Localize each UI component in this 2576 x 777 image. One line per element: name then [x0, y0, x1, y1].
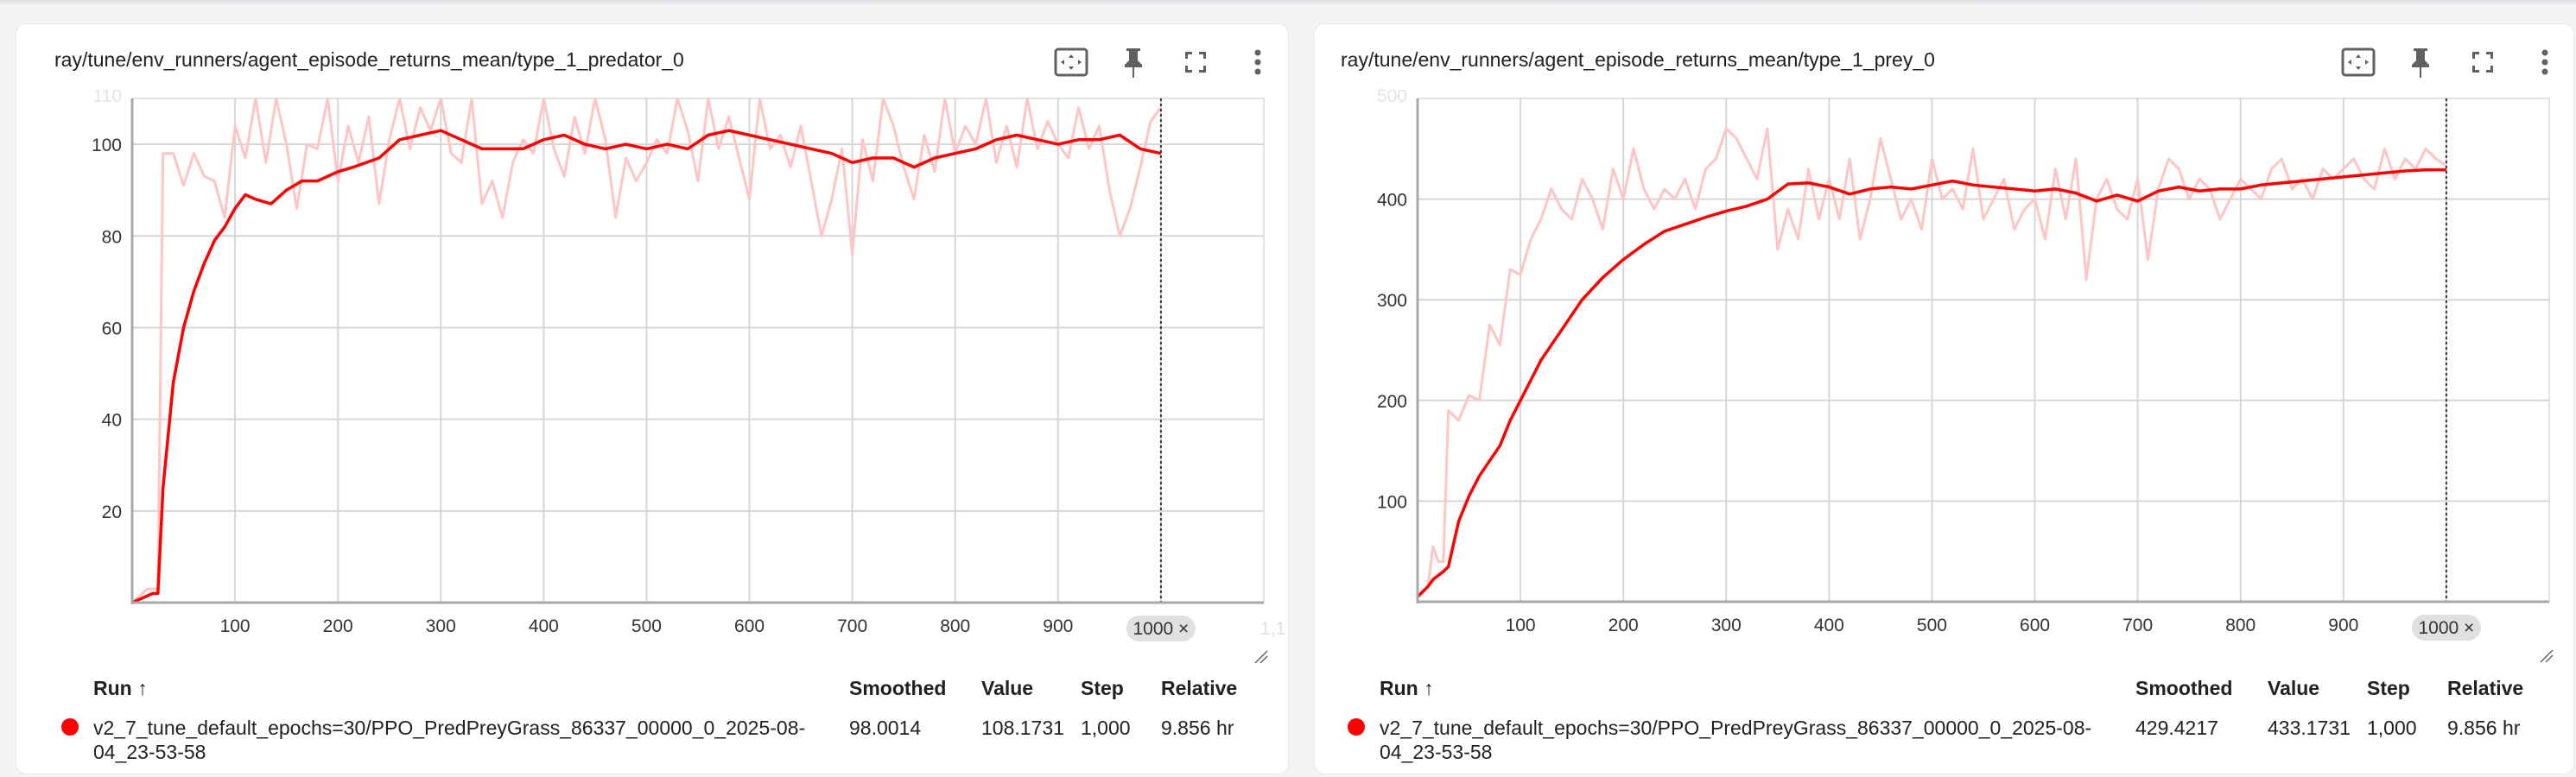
svg-text:100: 100 — [220, 616, 251, 636]
column-header-step[interactable]: Step — [2367, 677, 2410, 699]
svg-text:400: 400 — [1377, 191, 1407, 211]
fit-domain-icon — [2341, 47, 2376, 77]
svg-text:100: 100 — [1506, 616, 1536, 635]
card-title: ray/tune/env_runners/agent_episode_retur… — [54, 48, 684, 71]
svg-text:800: 800 — [2225, 616, 2256, 635]
svg-text:200: 200 — [1377, 392, 1407, 412]
svg-text:40: 40 — [102, 411, 122, 431]
raw-value: 108.1731 — [981, 717, 1064, 739]
more-vert-icon — [2541, 49, 2548, 75]
step-value: 1,000 — [1081, 717, 1131, 739]
svg-text:500: 500 — [1377, 86, 1407, 106]
column-header-smoothed[interactable]: Smoothed — [849, 677, 947, 699]
run-table: Run ↑ Smoothed Value Step Relative v2_7_… — [1315, 656, 2573, 777]
svg-text:600: 600 — [734, 616, 765, 636]
svg-text:800: 800 — [940, 616, 970, 636]
column-header-value[interactable]: Value — [981, 677, 1034, 699]
fit-domain-button[interactable] — [1040, 45, 1102, 79]
pin-icon — [2412, 48, 2429, 78]
column-header-step[interactable]: Step — [1081, 677, 1124, 699]
fullscreen-button[interactable] — [2452, 45, 2514, 79]
raw-value: 433.1731 — [2268, 717, 2351, 739]
fit-domain-icon — [1054, 47, 1088, 77]
svg-text:500: 500 — [631, 616, 662, 636]
relative-value: 9.856 hr — [2447, 717, 2521, 739]
svg-text:1,1: 1,1 — [1260, 619, 1285, 639]
column-header-run[interactable]: Run ↑ — [93, 677, 148, 699]
smoothed-value: 429.4217 — [2135, 717, 2218, 739]
column-header-smoothed[interactable]: Smoothed — [2135, 677, 2233, 699]
svg-text:300: 300 — [426, 616, 456, 636]
svg-text:500: 500 — [1917, 616, 1947, 635]
svg-text:60: 60 — [102, 319, 122, 338]
svg-text:1000 ×: 1000 × — [1133, 619, 1189, 639]
more-button[interactable] — [2514, 45, 2576, 79]
svg-text:100: 100 — [1377, 492, 1407, 512]
svg-text:200: 200 — [323, 616, 353, 636]
pin-icon — [1125, 48, 1142, 78]
top-shadow — [0, 0, 2576, 5]
svg-text:900: 900 — [2328, 616, 2358, 635]
relative-value: 9.856 hr — [1161, 717, 1234, 739]
fullscreen-icon — [2472, 52, 2493, 73]
svg-text:110: 110 — [93, 86, 122, 106]
step-value: 1,000 — [2367, 717, 2417, 739]
svg-text:20: 20 — [102, 502, 122, 522]
svg-text:400: 400 — [529, 616, 559, 636]
column-header-run[interactable]: Run ↑ — [1380, 677, 1434, 699]
run-table: Run ↑ Smoothed Value Step Relative v2_7_… — [16, 656, 1288, 777]
svg-text:300: 300 — [1377, 291, 1407, 311]
run-name-line2: 04_23-53-58 — [93, 741, 206, 763]
card-title: ray/tune/env_runners/agent_episode_retur… — [1341, 48, 1935, 71]
smoothed-value: 98.0014 — [849, 717, 922, 739]
run-name-line2: 04_23-53-58 — [1380, 741, 1493, 763]
column-header-relative[interactable]: Relative — [2447, 677, 2524, 699]
svg-text:400: 400 — [1814, 616, 1844, 635]
fullscreen-button[interactable] — [1164, 45, 1227, 79]
more-button[interactable] — [1227, 45, 1289, 79]
svg-text:1000 ×: 1000 × — [2418, 618, 2474, 638]
run-color-dot[interactable] — [1348, 718, 1365, 736]
svg-text:200: 200 — [1608, 616, 1639, 635]
run-name-line1: v2_7_tune_default_epochs=30/PPO_PredPrey… — [1380, 717, 2092, 739]
column-header-relative[interactable]: Relative — [1161, 677, 1238, 699]
svg-text:600: 600 — [2020, 616, 2050, 635]
pin-button[interactable] — [1102, 45, 1164, 79]
run-name: v2_7_tune_default_epochs=30/PPO_PredPrey… — [93, 716, 805, 764]
svg-text:300: 300 — [1711, 616, 1742, 635]
pin-button[interactable] — [2389, 45, 2452, 79]
scalar-card-predator: ray/tune/env_runners/agent_episode_retur… — [16, 23, 1289, 774]
svg-text:100: 100 — [92, 136, 122, 155]
svg-text:700: 700 — [2122, 616, 2153, 635]
line-chart[interactable]: 20 40 60 80 100 110 100 200 300 400 500 600 700 800 90… — [16, 24, 1290, 663]
run-color-dot[interactable] — [61, 718, 79, 736]
fit-domain-button[interactable] — [2327, 45, 2389, 79]
more-vert-icon — [1254, 49, 1261, 75]
run-name-line1: v2_7_tune_default_epochs=30/PPO_PredPrey… — [93, 717, 806, 739]
scalar-card-prey: ray/tune/env_runners/agent_episode_retur… — [1314, 23, 2574, 774]
card-toolbar — [1040, 45, 1289, 79]
fullscreen-icon — [1185, 52, 1206, 73]
svg-text:900: 900 — [1043, 616, 1073, 636]
svg-text:80: 80 — [102, 227, 122, 247]
svg-text:700: 700 — [837, 616, 867, 636]
column-header-value[interactable]: Value — [2268, 677, 2320, 699]
line-chart[interactable]: 100 200 300 400 500 100 200 300 400 500 600 700 800 9… — [1315, 24, 2575, 663]
run-name: v2_7_tune_default_epochs=30/PPO_PredPrey… — [1380, 716, 2091, 764]
card-toolbar — [2327, 45, 2576, 79]
